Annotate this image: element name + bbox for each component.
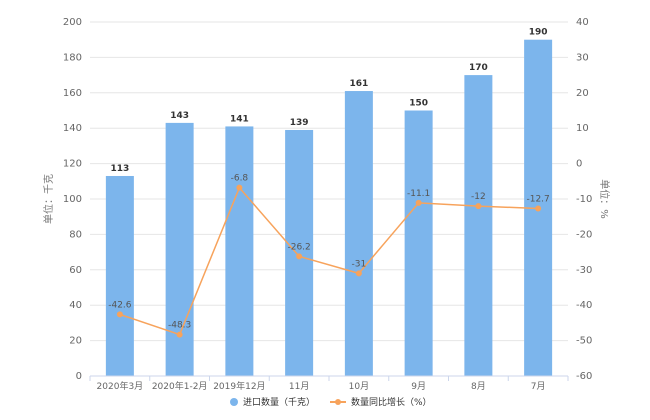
bar — [225, 126, 254, 377]
growth-line — [119, 186, 539, 336]
bar — [404, 110, 433, 376]
bar-value-label: 143 — [170, 111, 189, 121]
left-axis-title: 单位：千克 — [42, 174, 55, 224]
line-value-label: -48.3 — [168, 321, 191, 331]
left-tick-label: 60 — [69, 265, 82, 276]
bar-value-label: 170 — [469, 63, 488, 73]
left-tick-label: 40 — [69, 300, 82, 311]
bar-value-label: 113 — [110, 164, 129, 174]
legend-line-marker-dot — [335, 399, 341, 405]
right-tick-label: -50 — [576, 336, 592, 347]
right-tick-label: 10 — [576, 123, 589, 134]
left-tick-label: 100 — [63, 194, 82, 205]
bar — [105, 175, 134, 376]
line-point — [475, 203, 482, 210]
data-labels: 113 143 141 139 161 150 170 190 -42.6 -48.3 -6.8 -2… — [108, 28, 550, 331]
bar — [285, 129, 314, 376]
right-tick-label: 20 — [576, 88, 589, 99]
left-tick-label: 20 — [69, 336, 82, 347]
left-tick-label: 120 — [63, 159, 82, 170]
legend-line-label: 数量同比增长（%） — [351, 396, 432, 408]
right-tick-label: 40 — [576, 17, 589, 28]
legend-bar-marker — [230, 398, 238, 406]
left-tick-label: 200 — [63, 17, 82, 28]
left-tick-label: 80 — [69, 229, 82, 240]
line-point — [415, 199, 422, 206]
right-tick-label: 30 — [576, 52, 589, 63]
right-tick-label: -30 — [576, 265, 592, 276]
bar — [344, 91, 373, 376]
legend: 进口数量（千克） 数量同比增长（%） — [230, 396, 432, 408]
x-tick-label: 7月 — [531, 381, 546, 392]
x-tick-label: 10月 — [349, 381, 369, 392]
legend-item-bar[interactable]: 进口数量（千克） — [230, 396, 315, 408]
line-value-label: -42.6 — [108, 300, 132, 310]
bar-value-label: 150 — [409, 99, 428, 109]
legend-item-line[interactable]: 数量同比增长（%） — [330, 396, 432, 408]
right-tick-label: -40 — [576, 300, 592, 311]
left-tick-label: 160 — [63, 88, 82, 99]
bar-value-label: 161 — [349, 79, 368, 89]
right-tick-label: -10 — [576, 194, 592, 205]
x-tick-label: 2020年3月 — [97, 380, 144, 392]
x-tick-label: 8月 — [471, 381, 486, 392]
gridlines — [90, 21, 568, 342]
line-point — [176, 331, 183, 338]
line-point — [296, 253, 303, 260]
x-tick-label: 2019年12月 — [213, 380, 265, 392]
left-tick-label: 180 — [63, 52, 82, 63]
bar-series — [105, 39, 553, 377]
bar-value-label: 139 — [290, 118, 309, 128]
bar-value-label: 141 — [230, 114, 249, 124]
right-tick-label: -20 — [576, 229, 592, 240]
line-value-label: -12 — [471, 192, 486, 202]
line-value-label: -11.1 — [407, 189, 430, 199]
line-point — [116, 311, 123, 318]
axes: 020406080100120140160180200-60-50-40-30-… — [63, 17, 592, 392]
line-value-label: -6.8 — [231, 174, 249, 184]
x-tick-label: 9月 — [411, 381, 426, 392]
left-tick-label: 0 — [76, 371, 82, 382]
bar — [464, 75, 493, 376]
x-tick-label: 11月 — [289, 381, 309, 392]
line-point — [535, 205, 542, 212]
bar-value-label: 190 — [529, 28, 548, 38]
left-tick-label: 140 — [63, 123, 82, 134]
line-point — [236, 184, 243, 191]
right-tick-label: -60 — [576, 371, 592, 382]
right-axis-title: 单位：% — [598, 179, 611, 219]
line-series — [116, 184, 542, 338]
line-value-label: -31 — [352, 259, 367, 269]
right-tick-label: 0 — [576, 159, 582, 170]
line-value-label: -12.7 — [526, 195, 549, 205]
legend-bar-label: 进口数量（千克） — [243, 396, 315, 408]
bar — [165, 122, 194, 376]
x-tick-label: 2020年1-2月 — [152, 380, 208, 392]
line-point — [355, 270, 362, 277]
line-value-label: -26.2 — [287, 242, 310, 252]
